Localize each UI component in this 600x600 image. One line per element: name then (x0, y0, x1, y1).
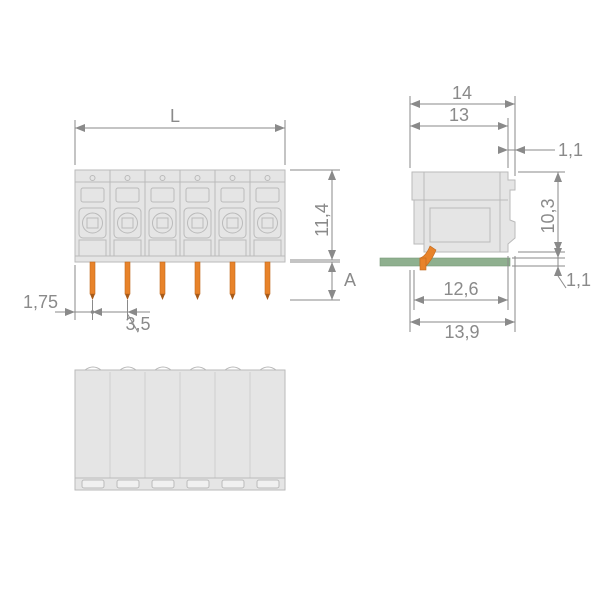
pcb (380, 258, 510, 266)
bottom-view (75, 367, 285, 490)
dim-3-5: 3,5 (93, 300, 151, 334)
label-1-1-pcb: 1,1 (566, 270, 591, 290)
label-10-3: 10,3 (538, 198, 558, 233)
dim-height: 11,4 (290, 170, 340, 260)
label-11-4: 11,4 (312, 203, 332, 237)
label-12-6: 12,6 (443, 279, 478, 299)
dim-L: L (75, 106, 285, 165)
label-A: A (344, 270, 356, 290)
label-1-1-top: 1,1 (558, 140, 583, 160)
front-view: L 11,4 A 1,75 (23, 106, 356, 334)
label-13-9: 13,9 (444, 322, 479, 342)
dim-A: A (290, 262, 356, 300)
label-1-75: 1,75 (23, 292, 58, 312)
label-13: 13 (449, 105, 469, 125)
technical-drawing: L 11,4 A 1,75 (0, 0, 600, 600)
label-14: 14 (452, 83, 472, 103)
label-L: L (170, 106, 180, 126)
side-view: 14 13 1,1 10,3 (380, 83, 591, 342)
pins (90, 262, 270, 300)
